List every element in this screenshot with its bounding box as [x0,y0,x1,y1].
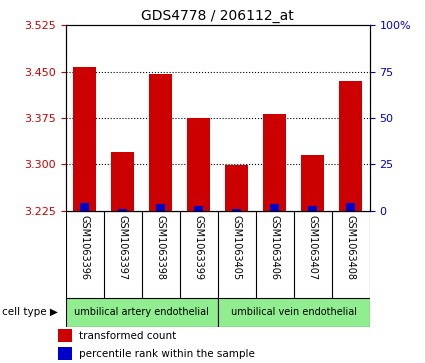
Text: umbilical artery endothelial: umbilical artery endothelial [74,307,209,317]
Bar [80,203,89,211]
Bar [150,74,172,211]
Text: GSM1063407: GSM1063407 [308,215,318,280]
Text: umbilical vein endothelial: umbilical vein endothelial [231,307,357,317]
Text: GSM1063408: GSM1063408 [346,215,356,280]
Text: percentile rank within the sample: percentile rank within the sample [79,349,255,359]
Text: GSM1063399: GSM1063399 [194,215,204,280]
Bar [225,166,248,211]
Bar [156,204,165,211]
Text: GSM1063406: GSM1063406 [270,215,280,280]
Text: transformed count: transformed count [79,331,176,341]
Bar [194,205,204,211]
Bar [59,329,72,342]
Title: GDS4778 / 206112_at: GDS4778 / 206112_at [142,9,294,23]
Text: cell type ▶: cell type ▶ [2,307,57,317]
Bar [74,67,96,211]
Bar [218,298,370,327]
Bar [264,114,286,211]
Bar [187,118,210,211]
Bar [301,155,324,211]
Bar [59,347,72,360]
Text: GSM1063398: GSM1063398 [156,215,166,280]
Bar [308,205,317,211]
Bar [232,209,241,211]
Text: GSM1063405: GSM1063405 [232,215,242,280]
Bar [270,204,279,211]
Text: GSM1063397: GSM1063397 [118,215,128,280]
Text: GSM1063396: GSM1063396 [80,215,90,280]
Bar [118,209,127,211]
Bar [339,81,362,211]
Bar [66,298,218,327]
Bar [346,203,355,211]
Bar [111,152,134,211]
